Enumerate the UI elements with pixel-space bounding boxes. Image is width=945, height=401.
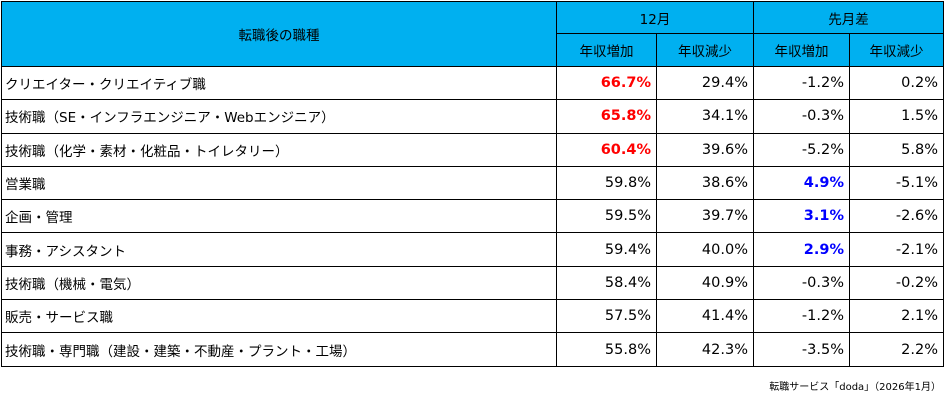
month-increase-cell: 66.7% — [556, 65, 657, 101]
job-type-cell: 技術職（化学・素材・化粧品・トイレタリー） — [1, 132, 557, 167]
month-increase-cell: 60.4% — [556, 132, 657, 167]
diff-increase-cell: 4.9% — [753, 165, 850, 201]
job-type-cell: 営業職 — [1, 165, 557, 201]
month-decrease-cell: 40.9% — [656, 265, 754, 301]
job-type-cell: クリエイター・クリエイティブ職 — [1, 65, 557, 101]
month-increase-cell: 58.4% — [556, 265, 657, 301]
diff-increase-cell: -0.3% — [753, 99, 850, 134]
diff-decrease-cell: 1.5% — [849, 99, 944, 134]
diff-increase-cell: 2.9% — [753, 232, 850, 267]
header-month-decrease: 年収減少 — [656, 33, 754, 67]
job-type-cell: 技術職（機械・電気） — [1, 265, 557, 301]
diff-decrease-cell: -2.1% — [849, 232, 944, 267]
table-row: 技術職・専門職（建設・建築・不動産・プラント・工場） 55.8% 42.3% -3.5… — [1, 332, 944, 367]
month-increase-cell: 65.8% — [556, 99, 657, 134]
month-increase-cell: 59.8% — [556, 165, 657, 201]
month-increase-cell: 55.8% — [556, 332, 657, 367]
diff-decrease-cell: 2.1% — [849, 299, 944, 334]
month-decrease-cell: 40.0% — [656, 232, 754, 267]
diff-decrease-cell: -0.2% — [849, 265, 944, 301]
table-row: 企画・管理 59.5% 39.7% 3.1% -2.6% — [1, 199, 944, 234]
month-decrease-cell: 39.6% — [656, 132, 754, 167]
table-row: 技術職（SE・インフラエンジニア・Webエンジニア） 65.8% 34.1% -0.3… — [1, 99, 944, 134]
table-body: クリエイター・クリエイティブ職 66.7% 29.4% -1.2% 0.2% 技術職（SE… — [1, 65, 944, 367]
table-row: 事務・アシスタント 59.4% 40.0% 2.9% -2.1% — [1, 232, 944, 267]
month-decrease-cell: 42.3% — [656, 332, 754, 367]
diff-increase-cell: -0.3% — [753, 265, 850, 301]
month-increase-cell: 59.5% — [556, 199, 657, 234]
diff-increase-cell: -5.2% — [753, 132, 850, 167]
month-decrease-cell: 41.4% — [656, 299, 754, 334]
diff-increase-cell: -1.2% — [753, 65, 850, 101]
header-group-month: 12月 — [556, 1, 754, 34]
source-note: 転職サービス「doda」（2026年1月） — [769, 382, 941, 393]
diff-decrease-cell: 5.8% — [849, 132, 944, 167]
job-type-cell: 販売・サービス職 — [1, 299, 557, 334]
month-decrease-cell: 39.7% — [656, 199, 754, 234]
diff-decrease-cell: 2.2% — [849, 332, 944, 367]
diff-decrease-cell: -2.6% — [849, 199, 944, 234]
month-increase-cell: 57.5% — [556, 299, 657, 334]
job-type-cell: 企画・管理 — [1, 199, 557, 234]
table-row: 技術職（化学・素材・化粧品・トイレタリー） 60.4% 39.6% -5.2% 5.8% — [1, 132, 944, 167]
diff-decrease-cell: 0.2% — [849, 65, 944, 101]
header-diff-increase: 年収増加 — [753, 33, 850, 67]
table-row: 販売・サービス職 57.5% 41.4% -1.2% 2.1% — [1, 299, 944, 334]
job-change-salary-table: 転職後の職種 12月 先月差 年収増加 年収減少 年収増加 年収減少 クリエイタ… — [1, 1, 944, 367]
table-row: 技術職（機械・電気） 58.4% 40.9% -0.3% -0.2% — [1, 265, 944, 301]
month-decrease-cell: 38.6% — [656, 165, 754, 201]
diff-decrease-cell: -5.1% — [849, 165, 944, 201]
table-row: 営業職 59.8% 38.6% 4.9% -5.1% — [1, 165, 944, 201]
month-decrease-cell: 29.4% — [656, 65, 754, 101]
header-job-type: 転職後の職種 — [1, 1, 557, 67]
job-type-cell: 技術職（SE・インフラエンジニア・Webエンジニア） — [1, 99, 557, 134]
header-month-increase: 年収増加 — [556, 33, 657, 67]
table-row: クリエイター・クリエイティブ職 66.7% 29.4% -1.2% 0.2% — [1, 65, 944, 101]
header-diff-decrease: 年収減少 — [849, 33, 944, 67]
diff-increase-cell: -3.5% — [753, 332, 850, 367]
header-group-diff: 先月差 — [753, 1, 944, 34]
job-type-cell: 技術職・専門職（建設・建築・不動産・プラント・工場） — [1, 332, 557, 367]
diff-increase-cell: 3.1% — [753, 199, 850, 234]
month-increase-cell: 59.4% — [556, 232, 657, 267]
job-type-cell: 事務・アシスタント — [1, 232, 557, 267]
diff-increase-cell: -1.2% — [753, 299, 850, 334]
month-decrease-cell: 34.1% — [656, 99, 754, 134]
